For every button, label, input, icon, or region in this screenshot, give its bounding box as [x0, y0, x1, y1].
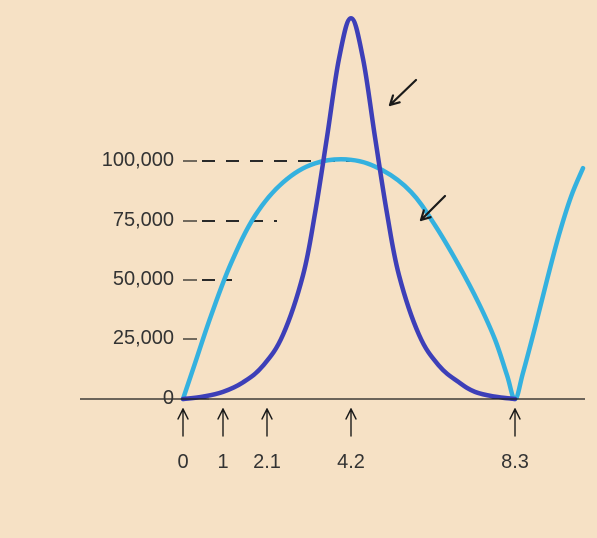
y-tick-label: 50,000	[113, 268, 174, 291]
x-tick-label: 1	[198, 451, 248, 474]
x-tick-label: 2.1	[242, 451, 292, 474]
y-tick-label: 100,000	[102, 149, 174, 172]
y-tick-label: 75,000	[113, 209, 174, 232]
x-tick-label: 8.3	[490, 451, 540, 474]
y-tick-label: 25,000	[113, 327, 174, 350]
y-tick-label: 0	[163, 387, 174, 410]
x-tick-label: 4.2	[326, 451, 376, 474]
chart-container: 025,00050,00075,000100,000 012.14.28.3	[0, 0, 597, 538]
